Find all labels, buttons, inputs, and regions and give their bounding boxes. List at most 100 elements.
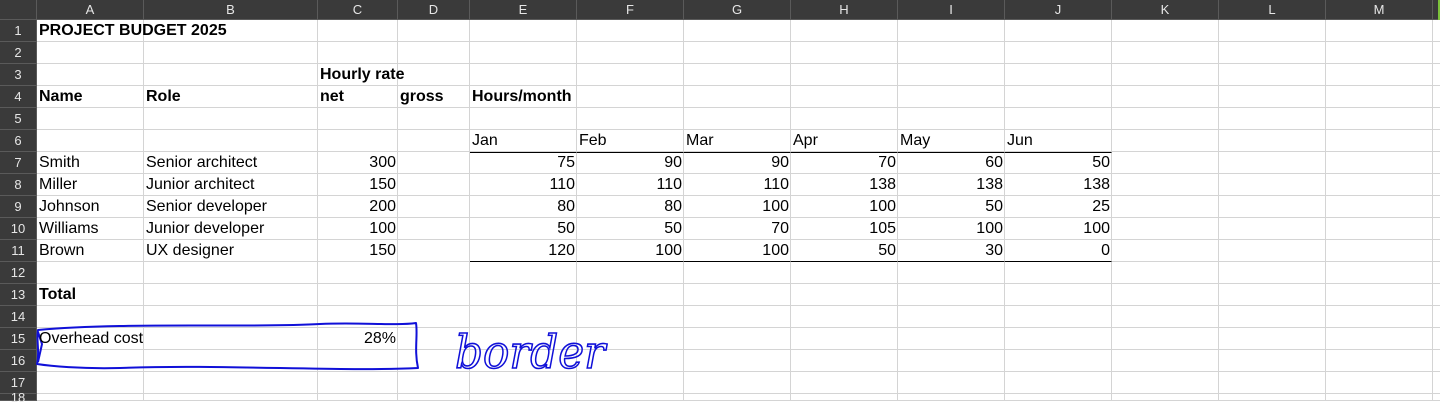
cell-f1[interactable] [577, 20, 684, 42]
column-header-m[interactable]: M [1326, 0, 1433, 20]
cell-m18[interactable] [1326, 394, 1433, 401]
cell-j12[interactable] [1005, 262, 1112, 284]
column-header-f[interactable]: F [577, 0, 684, 20]
cell-m3[interactable] [1326, 64, 1433, 86]
cell-c7[interactable]: 300 [318, 152, 398, 174]
cell-l14[interactable] [1219, 306, 1326, 328]
cell-d9[interactable] [398, 196, 470, 218]
cell-h5[interactable] [791, 108, 898, 130]
cell-b1[interactable] [144, 20, 318, 42]
cell-h1[interactable] [791, 20, 898, 42]
cell-j8[interactable]: 138 [1005, 174, 1112, 196]
cell-l12[interactable] [1219, 262, 1326, 284]
cell-e9[interactable]: 80 [470, 196, 577, 218]
cell-f8[interactable]: 110 [577, 174, 684, 196]
row-header-11[interactable]: 11 [0, 240, 37, 262]
cell-b8[interactable]: Junior architect [144, 174, 318, 196]
cell-h3[interactable] [791, 64, 898, 86]
column-header-c[interactable]: C [318, 0, 398, 20]
cell-d4[interactable]: gross [398, 86, 470, 108]
cell-a12[interactable] [37, 262, 144, 284]
cell-d18[interactable] [398, 394, 470, 401]
cell-m10[interactable] [1326, 218, 1433, 240]
cell-i14[interactable] [898, 306, 1005, 328]
cell-g2[interactable] [684, 42, 791, 64]
cell-d2[interactable] [398, 42, 470, 64]
cell-c14[interactable] [318, 306, 398, 328]
cell-b12[interactable] [144, 262, 318, 284]
cell-j17[interactable] [1005, 372, 1112, 394]
cell-g8[interactable]: 110 [684, 174, 791, 196]
cell-b11[interactable]: UX designer [144, 240, 318, 262]
cell-a2[interactable] [37, 42, 144, 64]
column-header-b[interactable]: B [144, 0, 318, 20]
cell-k18[interactable] [1112, 394, 1219, 401]
column-header-k[interactable]: K [1112, 0, 1219, 20]
cell-b16[interactable] [144, 350, 318, 372]
cell-c11[interactable]: 150 [318, 240, 398, 262]
cell-j11[interactable]: 0 [1005, 240, 1112, 262]
cell-b13[interactable] [144, 284, 318, 306]
cell-a17[interactable] [37, 372, 144, 394]
cell-b7[interactable]: Senior architect [144, 152, 318, 174]
cell-g14[interactable] [684, 306, 791, 328]
cell-k4[interactable] [1112, 86, 1219, 108]
cell-k17[interactable] [1112, 372, 1219, 394]
cell-a15[interactable]: Overhead cost [37, 328, 144, 350]
cell-k9[interactable] [1112, 196, 1219, 218]
cell-e17[interactable] [470, 372, 577, 394]
cell-l1[interactable] [1219, 20, 1326, 42]
column-header-h[interactable]: H [791, 0, 898, 20]
cell-h16[interactable] [791, 350, 898, 372]
cell-a11[interactable]: Brown [37, 240, 144, 262]
cell-j1[interactable] [1005, 20, 1112, 42]
cell-e12[interactable] [470, 262, 577, 284]
cell-g10[interactable]: 70 [684, 218, 791, 240]
row-header-3[interactable]: 3 [0, 64, 37, 86]
cell-m5[interactable] [1326, 108, 1433, 130]
cell-l8[interactable] [1219, 174, 1326, 196]
cell-d17[interactable] [398, 372, 470, 394]
column-header-a[interactable]: A [37, 0, 144, 20]
cell-k6[interactable] [1112, 130, 1219, 152]
row-header-9[interactable]: 9 [0, 196, 37, 218]
cell-k3[interactable] [1112, 64, 1219, 86]
cell-d5[interactable] [398, 108, 470, 130]
cell-h13[interactable] [791, 284, 898, 306]
cell-m16[interactable] [1326, 350, 1433, 372]
cell-k12[interactable] [1112, 262, 1219, 284]
cell-j3[interactable] [1005, 64, 1112, 86]
cell-e14[interactable] [470, 306, 577, 328]
cell-h17[interactable] [791, 372, 898, 394]
cell-c9[interactable]: 200 [318, 196, 398, 218]
row-header-16[interactable]: 16 [0, 350, 37, 372]
cell-d14[interactable] [398, 306, 470, 328]
cell-f12[interactable] [577, 262, 684, 284]
cell-k16[interactable] [1112, 350, 1219, 372]
cell-j13[interactable] [1005, 284, 1112, 306]
cell-l16[interactable] [1219, 350, 1326, 372]
cell-l13[interactable] [1219, 284, 1326, 306]
cell-a16[interactable] [37, 350, 144, 372]
cell-i1[interactable] [898, 20, 1005, 42]
cell-h7[interactable]: 70 [791, 152, 898, 174]
cell-b9[interactable]: Senior developer [144, 196, 318, 218]
cell-l18[interactable] [1219, 394, 1326, 401]
row-header-5[interactable]: 5 [0, 108, 37, 130]
cell-g13[interactable] [684, 284, 791, 306]
cell-i16[interactable] [898, 350, 1005, 372]
cell-i15[interactable] [898, 328, 1005, 350]
cell-b5[interactable] [144, 108, 318, 130]
cell-i3[interactable] [898, 64, 1005, 86]
cell-j4[interactable] [1005, 86, 1112, 108]
cell-c1[interactable] [318, 20, 398, 42]
cell-k8[interactable] [1112, 174, 1219, 196]
cell-d11[interactable] [398, 240, 470, 262]
cell-h9[interactable]: 100 [791, 196, 898, 218]
cell-e7[interactable]: 75 [470, 152, 577, 174]
cell-c17[interactable] [318, 372, 398, 394]
cell-m2[interactable] [1326, 42, 1433, 64]
row-header-6[interactable]: 6 [0, 130, 37, 152]
cell-m14[interactable] [1326, 306, 1433, 328]
cell-m11[interactable] [1326, 240, 1433, 262]
